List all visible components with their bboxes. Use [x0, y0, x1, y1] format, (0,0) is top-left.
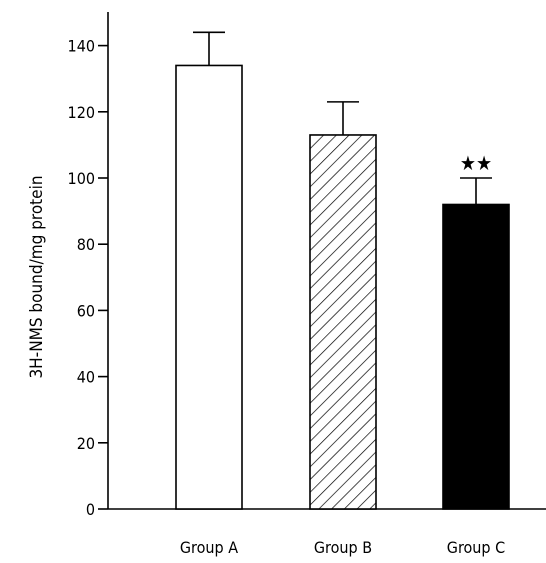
y-tick-label: 80: [77, 235, 95, 254]
bar-group-a: [175, 64, 243, 510]
y-tick-label: 0: [86, 500, 95, 519]
x-tick-label: Group C: [447, 538, 505, 557]
y-tick-label: 60: [77, 301, 95, 320]
y-tick-label: 120: [68, 103, 95, 122]
y-tick-label: 100: [68, 169, 95, 188]
significance-stars: ★★: [460, 151, 492, 175]
y-tick-label: 140: [68, 37, 95, 56]
x-tick-label: Group B: [314, 538, 372, 557]
bar-group-b: [309, 134, 377, 510]
y-tick-label: 20: [77, 434, 95, 453]
x-tick-label: Group A: [180, 538, 238, 557]
bar-group-c: [442, 203, 510, 510]
y-axis-label: 3H-NMS bound/mg protein: [27, 175, 47, 378]
y-tick-label: 40: [77, 368, 95, 387]
bars: [175, 31, 510, 510]
labels: 0 20 40 60 80 100 120 140 Group A Group B Group C ★…: [68, 37, 506, 557]
